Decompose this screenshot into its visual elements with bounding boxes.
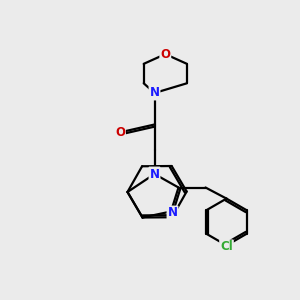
Text: N: N xyxy=(149,167,160,181)
Text: N: N xyxy=(149,86,160,100)
Text: O: O xyxy=(115,125,125,139)
Text: Cl: Cl xyxy=(220,240,233,254)
Text: N: N xyxy=(167,206,178,220)
Text: O: O xyxy=(160,48,170,61)
